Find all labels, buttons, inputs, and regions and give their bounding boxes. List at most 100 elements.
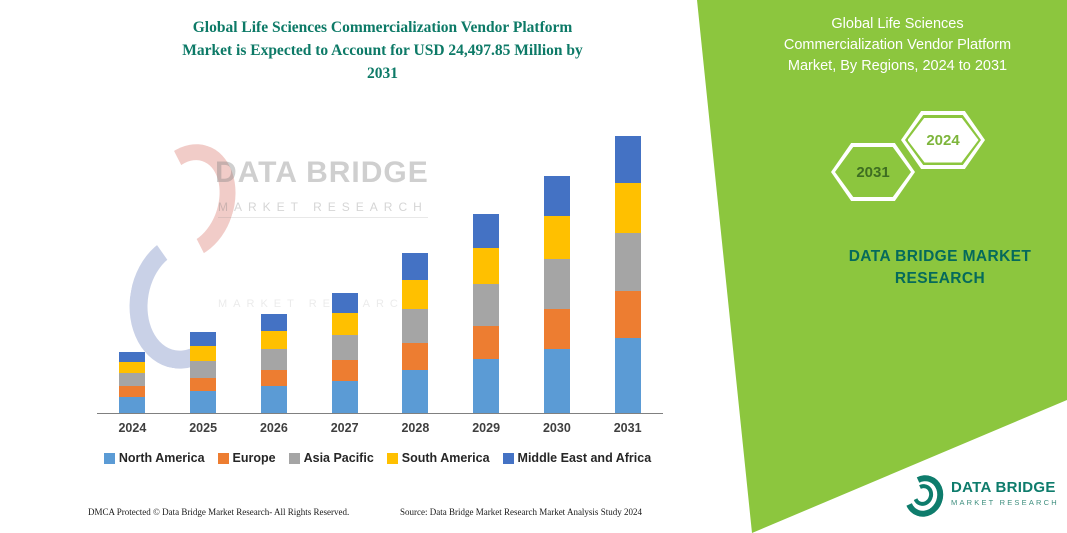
x-axis-labels: 2024 2025 2026 2027 2028 2029 2030 2031 xyxy=(97,414,663,435)
dbmr-logo-name: DATA BRIDGE xyxy=(951,479,1056,496)
legend-swatch-icon xyxy=(103,452,115,464)
chart-title-line-1: Global Life Sciences Commercialization V… xyxy=(192,19,573,36)
bar-segment xyxy=(543,258,570,309)
x-tick-label: 2030 xyxy=(542,421,571,435)
bar-segment xyxy=(543,308,570,349)
legend-swatch-icon xyxy=(217,452,229,464)
legend-item: South America xyxy=(386,451,490,465)
hexagon-2031: 2031 xyxy=(831,143,915,201)
bar-segment xyxy=(119,396,146,413)
bar-segment xyxy=(473,283,500,326)
bar-segment xyxy=(614,291,641,339)
hexagon-2031-fill xyxy=(835,147,911,197)
bar-column-2029 xyxy=(451,133,522,413)
bar-segment xyxy=(190,345,217,361)
footer-source-text: Source: Data Bridge Market Research Mark… xyxy=(400,507,642,517)
bar-segment xyxy=(260,386,287,413)
bar-segment xyxy=(119,362,146,374)
bar-segment xyxy=(260,369,287,387)
bar-segment xyxy=(119,386,146,397)
panel-heading-line-3: Market, By Regions, 2024 to 2031 xyxy=(787,58,1008,74)
legend-label: Asia Pacific xyxy=(303,451,374,465)
panel-brand-line-1: DATA BRIDGE MARKET xyxy=(848,248,1032,265)
bar-segment xyxy=(614,232,641,292)
hexagon-2024: 2024 xyxy=(901,111,985,169)
x-tick-label: 2029 xyxy=(472,421,501,435)
bar-segment xyxy=(119,351,146,363)
bar-segment xyxy=(260,348,287,370)
bar-segment xyxy=(260,314,287,331)
bar-column-2026 xyxy=(239,133,310,413)
chart-title: Global Life Sciences Commercialization V… xyxy=(95,16,670,85)
bar-segment xyxy=(473,214,500,248)
dbmr-logo-icon xyxy=(898,469,950,523)
bar-segment xyxy=(402,369,429,413)
bar-column-2028 xyxy=(380,133,451,413)
bar-segment xyxy=(190,332,217,346)
footer-dmca-text: DMCA Protected © Data Bridge Market Rese… xyxy=(88,507,350,517)
panel-heading-line-1: Global Life Sciences xyxy=(831,16,964,32)
legend-label: South America xyxy=(401,451,490,465)
bar-segment xyxy=(402,309,429,343)
legend-label: North America xyxy=(118,451,205,465)
panel-heading: Global Life Sciences Commercialization V… xyxy=(745,14,1050,77)
panel-brand-line-2: RESEARCH xyxy=(894,270,986,287)
bar-segment xyxy=(543,349,570,413)
legend-swatch-icon xyxy=(288,452,300,464)
x-tick-label: 2025 xyxy=(189,421,218,435)
dbmr-logo-subtitle: MARKET RESEARCH xyxy=(951,498,1059,507)
bar-column-2027 xyxy=(309,133,380,413)
legend-item: North America xyxy=(103,451,205,465)
bar-segment xyxy=(614,135,641,184)
bar-segment xyxy=(402,280,429,310)
bar-segment xyxy=(543,216,570,259)
bar-segment xyxy=(331,335,358,361)
chart-legend: North America Europe Asia Pacific South Ame… xyxy=(85,451,670,465)
bar-segment xyxy=(614,338,641,413)
bar-column-2025 xyxy=(168,133,239,413)
bar-segment xyxy=(614,183,641,233)
dbmr-logo: DATA BRIDGE MARKET RESEARCH xyxy=(898,469,1059,523)
bar-segment xyxy=(402,253,429,281)
x-tick-label: 2031 xyxy=(613,421,642,435)
chart-title-line-2: Market is Expected to Account for USD 24… xyxy=(182,42,583,59)
bar-segment xyxy=(473,325,500,360)
bar-segment xyxy=(473,247,500,284)
legend-item: Asia Pacific xyxy=(288,451,374,465)
bar-column-2030 xyxy=(522,133,593,413)
bar-segment xyxy=(402,342,429,370)
x-tick-label: 2026 xyxy=(259,421,288,435)
bar-segment xyxy=(119,373,146,387)
bar-segment xyxy=(190,391,217,413)
x-axis-line xyxy=(97,413,663,414)
bar-segment xyxy=(260,330,287,349)
x-tick-label: 2028 xyxy=(401,421,430,435)
hexagon-2024-fill xyxy=(907,117,979,163)
bar-segment xyxy=(473,359,500,413)
bar-chart: 2024 2025 2026 2027 2028 2029 2030 2031 xyxy=(97,133,663,435)
bar-segment xyxy=(331,313,358,336)
bar-segment xyxy=(331,293,358,314)
legend-swatch-icon xyxy=(502,452,514,464)
bar-segment xyxy=(331,360,358,381)
legend-item: Europe xyxy=(217,451,276,465)
x-tick-label: 2027 xyxy=(330,421,359,435)
legend-label: Europe xyxy=(232,451,276,465)
bar-column-2031 xyxy=(592,133,663,413)
x-tick-label: 2024 xyxy=(118,421,147,435)
bar-segment xyxy=(190,377,217,392)
chart-title-line-3: 2031 xyxy=(367,65,398,82)
footer: DMCA Protected © Data Bridge Market Rese… xyxy=(0,507,700,523)
panel-brand-text: DATA BRIDGE MARKET RESEARCH xyxy=(800,246,1067,290)
bar-segment xyxy=(543,176,570,217)
hexagon-2031-label: 2031 xyxy=(856,163,890,181)
panel-heading-line-2: Commercialization Vendor Platform xyxy=(783,37,1012,53)
bar-segment xyxy=(190,360,217,378)
legend-swatch-icon xyxy=(386,452,398,464)
bar-segment xyxy=(331,380,358,413)
bars xyxy=(97,133,663,413)
legend-item: Middle East and Africa xyxy=(502,451,652,465)
dbmr-logo-text: DATA BRIDGE MARKET RESEARCH xyxy=(951,479,1059,507)
legend-label: Middle East and Africa xyxy=(517,451,652,465)
